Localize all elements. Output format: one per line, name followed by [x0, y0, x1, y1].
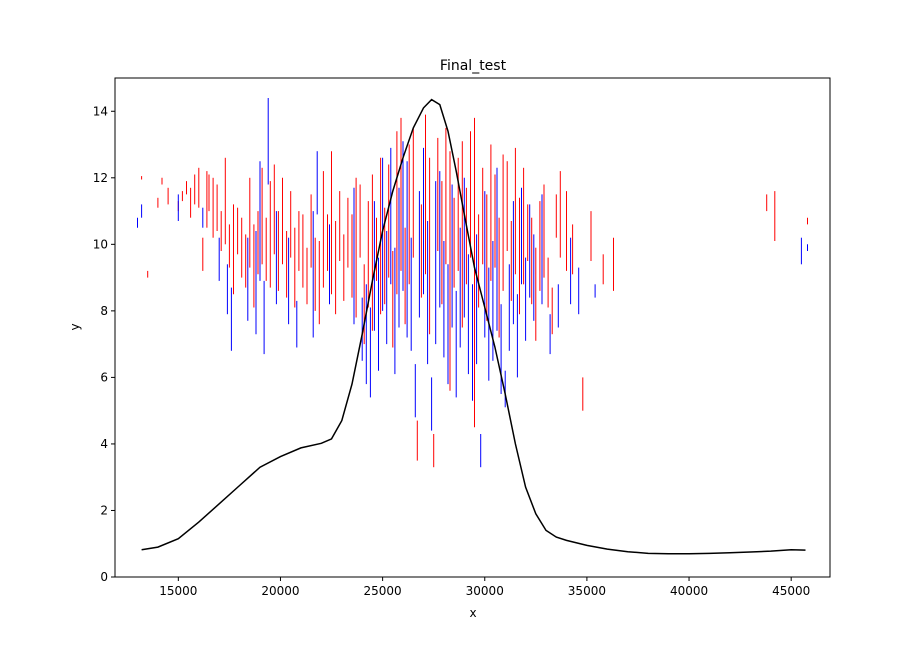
y-tick-label: 2 [100, 503, 108, 517]
y-tick-label: 10 [93, 237, 108, 251]
x-tick-label: 15000 [159, 584, 197, 598]
x-tick-label: 35000 [568, 584, 606, 598]
x-tick-label: 40000 [670, 584, 708, 598]
chart-title: Final_test [440, 58, 507, 74]
y-tick-label: 12 [93, 171, 108, 185]
x-tick-label: 30000 [466, 584, 504, 598]
plot-area [137, 98, 808, 555]
y-tick-label: 4 [100, 437, 108, 451]
x-axis-label: x [469, 606, 476, 620]
red-error-bars [141, 114, 808, 468]
blue-error-bars [137, 98, 808, 468]
x-tick-label: 20000 [261, 584, 299, 598]
axes-frame [114, 77, 831, 578]
y-tick-label: 14 [93, 104, 108, 118]
y-tick-label: 8 [100, 304, 108, 318]
density-curve [141, 98, 806, 555]
x-axis-ticks: 15000 20000 25000 30000 35000 40000 45000 [159, 577, 810, 598]
x-tick-label: 25000 [364, 584, 402, 598]
y-tick-label: 0 [100, 570, 108, 584]
x-tick-label: 45000 [772, 584, 810, 598]
y-axis-ticks: 0 2 4 6 8 10 12 14 [93, 104, 115, 584]
y-tick-label: 6 [100, 370, 108, 384]
y-axis-label: y [68, 323, 82, 330]
